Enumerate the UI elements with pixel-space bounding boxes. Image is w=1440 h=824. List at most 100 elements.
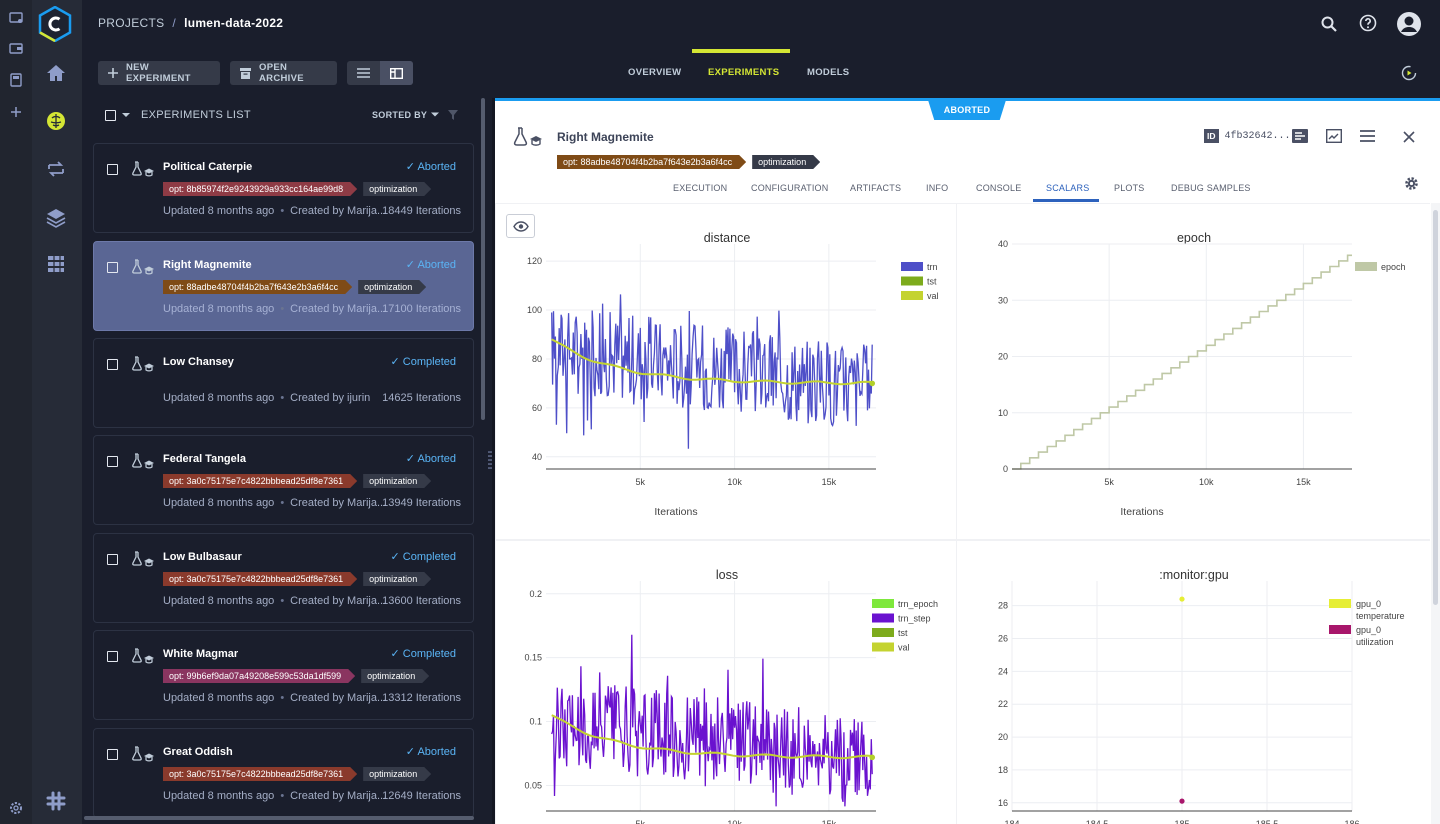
open-archive-button[interactable]: OPEN ARCHIVE bbox=[230, 61, 337, 85]
list-horizontal-scrollbar[interactable] bbox=[84, 816, 474, 820]
experiment-created-by: Created by Marija... bbox=[290, 205, 387, 217]
tab-models[interactable]: MODELS bbox=[807, 67, 850, 78]
experiment-updated: Updated 8 months ago bbox=[163, 205, 275, 217]
experiment-iterations: 17100 Iterations bbox=[382, 303, 461, 315]
experiment-card[interactable]: Federal Tangela ✓ Aborted opt: 3a0c75175e7… bbox=[93, 435, 474, 525]
experiment-checkbox[interactable] bbox=[107, 164, 118, 175]
y-tick-label: 22 bbox=[998, 699, 1008, 709]
status-top-bar bbox=[495, 98, 1440, 101]
experiment-optimization-tag[interactable]: optimization bbox=[358, 280, 426, 294]
tab-console[interactable]: CONSOLE bbox=[976, 183, 1022, 193]
experiment-opt-tag[interactable]: opt: 3a0c75175e7c4822bbbead25df8e7361 bbox=[163, 474, 357, 488]
tab-overview[interactable]: OVERVIEW bbox=[628, 67, 682, 78]
experiment-optimization-tag[interactable]: optimization bbox=[752, 155, 820, 169]
experiment-checkbox[interactable] bbox=[107, 651, 118, 662]
select-all-dropdown-icon[interactable] bbox=[122, 110, 130, 118]
scalars-settings-gear-icon[interactable] bbox=[1404, 176, 1419, 191]
y-tick-label: 30 bbox=[998, 295, 1008, 305]
breadcrumb-project-name[interactable]: lumen-data-2022 bbox=[184, 16, 284, 30]
wallet-icon[interactable] bbox=[8, 40, 24, 56]
save-icon[interactable] bbox=[8, 72, 24, 88]
experiment-card[interactable]: White Magmar ✓ Completed opt: 99b6ef9da07a… bbox=[93, 630, 474, 720]
brain-projects-icon[interactable] bbox=[45, 110, 67, 132]
experiment-name: Low Chansey bbox=[163, 356, 234, 368]
experiment-opt-tag[interactable]: opt: 99b6ef9da07a49208e599c53da1df599 bbox=[163, 669, 355, 683]
experiment-card[interactable]: Right Magnemite ✓ Aborted opt: 88adbe48704… bbox=[93, 241, 474, 331]
menu-icon[interactable] bbox=[1360, 130, 1375, 142]
table-view-icon[interactable] bbox=[347, 61, 380, 85]
home-icon[interactable] bbox=[45, 62, 67, 84]
info-panel-icon[interactable] bbox=[1292, 129, 1308, 143]
tab-artifacts[interactable]: ARTIFACTS bbox=[850, 183, 902, 193]
x-tick-label: 15k bbox=[1296, 477, 1311, 487]
tab-execution[interactable]: EXECUTION bbox=[673, 183, 728, 193]
view-toggle-group bbox=[347, 61, 413, 85]
archive-icon bbox=[240, 67, 251, 79]
select-all-checkbox[interactable] bbox=[105, 110, 116, 121]
experiment-optimization-tag[interactable]: optimization bbox=[363, 767, 431, 781]
monitor-icon[interactable] bbox=[8, 10, 24, 26]
queue-run-icon[interactable] bbox=[1401, 65, 1417, 81]
experiment-opt-tag[interactable]: opt: 88adbe48704f4b2ba7f643e2b3a6f4cc bbox=[557, 155, 746, 169]
details-view-icon[interactable] bbox=[380, 61, 413, 85]
experiment-card[interactable]: Political Caterpie ✓ Aborted opt: 8b85974f… bbox=[93, 143, 474, 233]
tab-scalars[interactable]: SCALARS bbox=[1046, 183, 1090, 193]
experiment-checkbox[interactable] bbox=[107, 262, 118, 273]
experiment-card[interactable]: Low Bulbasaur ✓ Completed opt: 3a0c75175e7… bbox=[93, 533, 474, 623]
experiment-opt-tag[interactable]: opt: 3a0c75175e7c4822bbbead25df8e7361 bbox=[163, 572, 357, 586]
experiment-type-icon bbox=[132, 258, 154, 276]
settings-gear-icon[interactable] bbox=[8, 800, 24, 816]
experiment-optimization-tag[interactable]: optimization bbox=[363, 572, 431, 586]
search-icon[interactable] bbox=[1320, 15, 1338, 33]
experiment-type-icon bbox=[132, 160, 154, 178]
help-icon[interactable] bbox=[1359, 14, 1377, 32]
experiment-optimization-tag[interactable]: optimization bbox=[363, 474, 431, 488]
experiment-checkbox[interactable] bbox=[107, 554, 118, 565]
workers-queues-icon[interactable] bbox=[45, 253, 67, 275]
list-vertical-scrollbar[interactable] bbox=[481, 98, 485, 420]
legend-label: temperature bbox=[1356, 611, 1405, 621]
charts-scrollbar[interactable] bbox=[1433, 210, 1438, 605]
experiment-optimization-tag[interactable]: optimization bbox=[363, 182, 431, 196]
user-avatar[interactable] bbox=[1396, 11, 1422, 37]
experiment-checkbox[interactable] bbox=[107, 749, 118, 760]
left-rail bbox=[0, 0, 32, 824]
scalars-tab-indicator bbox=[1033, 199, 1099, 202]
experiment-meta: Updated 8 months ago • Created by Marija..… bbox=[163, 790, 386, 802]
panel-resize-handle[interactable] bbox=[488, 450, 492, 472]
filter-icon[interactable] bbox=[448, 110, 458, 120]
legend-label: tst bbox=[927, 277, 937, 287]
clearml-logo-icon[interactable] bbox=[38, 6, 72, 42]
tab-debug-samples[interactable]: DEBUG SAMPLES bbox=[1171, 183, 1251, 193]
experiment-opt-tag[interactable]: opt: 8b85974f2e9243929a933cc164ae99d8 bbox=[163, 182, 357, 196]
experiment-card[interactable]: Low Chansey ✓ Completed Updated 8 months a… bbox=[93, 338, 474, 428]
close-icon[interactable] bbox=[1403, 131, 1415, 143]
datasets-layers-icon[interactable] bbox=[45, 206, 67, 228]
add-icon[interactable] bbox=[8, 104, 24, 120]
experiment-opt-tag[interactable]: opt: 88adbe48704f4b2ba7f643e2b3a6f4cc bbox=[163, 280, 352, 294]
experiment-status: ✓ Completed bbox=[390, 551, 456, 563]
experiment-opt-tag[interactable]: opt: 3a0c75175e7c4822bbbead25df8e7361 bbox=[163, 767, 357, 781]
experiment-name: Low Bulbasaur bbox=[163, 551, 242, 563]
tab-plots[interactable]: PLOTS bbox=[1114, 183, 1145, 193]
pipelines-icon[interactable] bbox=[45, 158, 67, 180]
tab-configuration[interactable]: CONFIGURATION bbox=[751, 183, 829, 193]
experiment-optimization-tag[interactable]: optimization bbox=[361, 669, 429, 683]
experiment-card[interactable]: Great Oddish ✓ Aborted opt: 3a0c75175e7c48… bbox=[93, 728, 474, 818]
experiment-checkbox[interactable] bbox=[107, 359, 118, 370]
new-experiment-button[interactable]: NEW EXPERIMENT bbox=[98, 61, 220, 85]
tab-info[interactable]: INFO bbox=[926, 183, 949, 193]
tab-experiments[interactable]: EXPERIMENTS bbox=[708, 67, 780, 78]
results-view-icon[interactable] bbox=[1326, 129, 1342, 143]
experiment-id[interactable]: ID 4fb32642... bbox=[1204, 129, 1291, 143]
breadcrumb-projects-link[interactable]: PROJECTS bbox=[98, 16, 165, 30]
y-tick-label: 0.05 bbox=[524, 780, 542, 790]
experiment-iterations: 13312 Iterations bbox=[382, 692, 461, 704]
experiment-created-by: Created by Marija... bbox=[290, 497, 387, 509]
experiment-checkbox[interactable] bbox=[107, 456, 118, 467]
sorted-by-control[interactable]: SORTED BY bbox=[372, 110, 440, 120]
toggle-visibility-button[interactable] bbox=[506, 214, 535, 238]
slack-icon[interactable] bbox=[45, 790, 67, 812]
experiment-type-icon bbox=[132, 745, 154, 763]
experiment-title: Right Magnemite bbox=[557, 130, 654, 144]
